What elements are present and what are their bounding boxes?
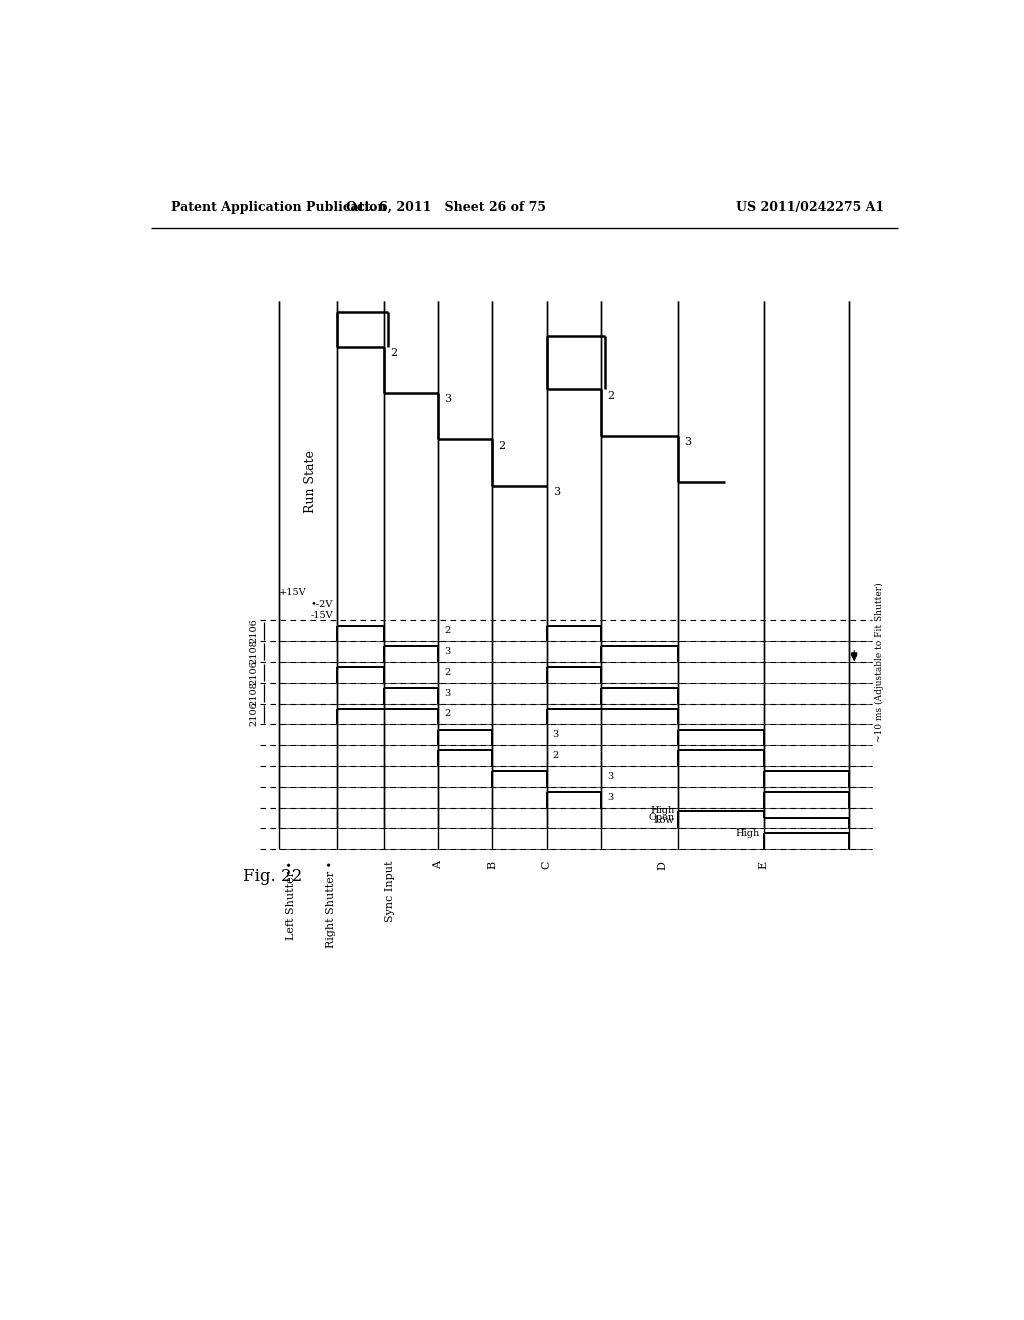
- Text: ~10 ms (Adjustable to Fit Shutter): ~10 ms (Adjustable to Fit Shutter): [874, 582, 884, 742]
- Text: Run State: Run State: [304, 450, 316, 513]
- Text: Low: Low: [653, 816, 675, 825]
- Text: E: E: [759, 861, 768, 869]
- Text: 3: 3: [607, 772, 613, 781]
- Text: 2108: 2108: [250, 639, 259, 664]
- Text: 2: 2: [499, 441, 506, 450]
- Text: 3: 3: [553, 730, 559, 739]
- Text: 2108: 2108: [250, 681, 259, 706]
- Text: Open: Open: [648, 813, 675, 822]
- Text: -15V: -15V: [310, 611, 333, 620]
- Text: Patent Application Publication: Patent Application Publication: [171, 201, 386, 214]
- Text: C: C: [542, 861, 552, 869]
- Text: 2: 2: [390, 348, 397, 358]
- Text: 2: 2: [607, 391, 614, 400]
- Text: High: High: [650, 807, 675, 816]
- Text: 3: 3: [553, 487, 560, 496]
- Text: +15V: +15V: [280, 589, 307, 597]
- Text: Right Shutter •: Right Shutter •: [326, 861, 336, 948]
- Text: High: High: [735, 829, 760, 838]
- Text: 2106: 2106: [250, 660, 259, 685]
- Text: A: A: [433, 861, 443, 869]
- Text: •-2V: •-2V: [310, 599, 333, 609]
- Text: 3: 3: [444, 395, 452, 404]
- Text: Fig. 22: Fig. 22: [243, 869, 302, 886]
- Text: B: B: [487, 861, 498, 869]
- Text: Sync Input: Sync Input: [385, 861, 395, 923]
- Text: D: D: [657, 861, 668, 870]
- Text: 2: 2: [444, 668, 451, 677]
- Text: 2: 2: [444, 709, 451, 718]
- Text: 3: 3: [607, 792, 613, 801]
- Text: Left Shutter •: Left Shutter •: [286, 861, 296, 940]
- Text: 2: 2: [553, 751, 559, 760]
- Text: US 2011/0242275 A1: US 2011/0242275 A1: [735, 201, 884, 214]
- Text: 3: 3: [444, 689, 451, 698]
- Text: 3: 3: [684, 437, 691, 446]
- Text: 2106: 2106: [250, 618, 259, 643]
- Text: 2106: 2106: [250, 702, 259, 726]
- Text: 2: 2: [444, 626, 451, 635]
- Text: Oct. 6, 2011   Sheet 26 of 75: Oct. 6, 2011 Sheet 26 of 75: [346, 201, 546, 214]
- Text: 3: 3: [444, 647, 451, 656]
